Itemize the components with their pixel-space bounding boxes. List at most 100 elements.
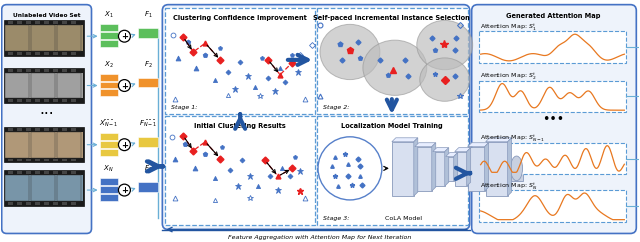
Bar: [486, 142, 508, 196]
Text: Attention Map: $S_N^t$: Attention Map: $S_N^t$: [479, 181, 537, 192]
Bar: [44, 69, 49, 72]
Bar: [26, 171, 31, 174]
Text: ...: ...: [102, 110, 115, 123]
Ellipse shape: [363, 40, 427, 95]
Polygon shape: [454, 148, 470, 151]
Bar: [31, 175, 54, 201]
Bar: [445, 157, 454, 181]
Bar: [61, 99, 67, 102]
Bar: [17, 69, 22, 72]
Bar: [26, 21, 31, 24]
Bar: [138, 28, 158, 38]
Polygon shape: [432, 143, 436, 191]
Text: Attention Map: $S_2^t$: Attention Map: $S_2^t$: [479, 72, 536, 82]
Bar: [8, 202, 13, 205]
Text: +: +: [121, 82, 128, 91]
Bar: [17, 202, 22, 205]
Bar: [26, 69, 31, 72]
Polygon shape: [433, 148, 449, 151]
Bar: [26, 159, 31, 161]
Text: Clustering Confidence Improvement: Clustering Confidence Improvement: [173, 15, 307, 21]
Bar: [100, 90, 118, 96]
Bar: [165, 8, 315, 114]
Bar: [8, 69, 13, 72]
Bar: [61, 159, 67, 161]
Bar: [52, 159, 58, 161]
Bar: [100, 178, 118, 185]
FancyBboxPatch shape: [163, 5, 470, 229]
Bar: [479, 143, 627, 174]
Ellipse shape: [417, 20, 473, 70]
Ellipse shape: [420, 58, 470, 101]
Bar: [35, 159, 40, 161]
Bar: [479, 81, 627, 112]
Text: Unlabeled Video Set: Unlabeled Video Set: [13, 13, 81, 17]
Text: Self-paced Incremental Instance Selection: Self-paced Incremental Instance Selectio…: [314, 15, 470, 21]
Bar: [56, 175, 81, 201]
Bar: [52, 202, 58, 205]
Bar: [44, 171, 49, 174]
Text: Attention Map: $S_1^t$: Attention Map: $S_1^t$: [479, 23, 536, 33]
Bar: [4, 132, 83, 158]
Bar: [35, 202, 40, 205]
Bar: [52, 21, 58, 24]
Bar: [31, 132, 54, 158]
Bar: [61, 171, 67, 174]
Bar: [70, 171, 76, 174]
Bar: [100, 24, 118, 31]
Bar: [70, 99, 76, 102]
Bar: [35, 52, 40, 55]
Bar: [70, 202, 76, 205]
Ellipse shape: [511, 156, 522, 181]
Text: Stage 2:: Stage 2:: [323, 105, 349, 110]
Bar: [44, 99, 49, 102]
Bar: [44, 159, 49, 161]
Circle shape: [118, 30, 131, 42]
Bar: [26, 202, 31, 205]
Bar: [392, 142, 414, 196]
Bar: [26, 99, 31, 102]
Text: $F_2$: $F_2$: [144, 60, 153, 70]
Bar: [56, 73, 81, 98]
Bar: [8, 99, 13, 102]
Bar: [35, 99, 40, 102]
Bar: [100, 74, 118, 81]
Bar: [8, 52, 13, 55]
Text: $F_1$: $F_1$: [144, 10, 153, 20]
Bar: [100, 40, 118, 47]
Bar: [61, 69, 67, 72]
Bar: [100, 141, 118, 148]
Bar: [138, 137, 158, 147]
Bar: [17, 128, 22, 131]
Bar: [56, 132, 81, 158]
Polygon shape: [468, 143, 488, 147]
Bar: [70, 159, 76, 161]
Text: •••: •••: [543, 113, 564, 126]
Bar: [415, 147, 432, 191]
Text: $X_2$: $X_2$: [104, 60, 113, 70]
Polygon shape: [392, 138, 418, 142]
Text: +: +: [121, 32, 128, 41]
Bar: [52, 128, 58, 131]
Text: +: +: [121, 186, 128, 195]
Bar: [100, 194, 118, 201]
Circle shape: [118, 80, 131, 91]
Polygon shape: [467, 148, 470, 186]
Bar: [100, 186, 118, 193]
Circle shape: [118, 184, 131, 196]
Bar: [35, 171, 40, 174]
Bar: [454, 151, 467, 186]
Bar: [317, 116, 468, 225]
Bar: [100, 82, 118, 89]
Text: $F_{N-1}$: $F_{N-1}$: [140, 119, 157, 129]
Polygon shape: [414, 138, 418, 196]
Bar: [44, 128, 49, 131]
Bar: [165, 116, 315, 225]
Bar: [26, 128, 31, 131]
Bar: [4, 175, 83, 201]
Bar: [35, 69, 40, 72]
Bar: [511, 156, 522, 181]
Text: +: +: [121, 141, 128, 150]
Text: Stage 3:: Stage 3:: [323, 216, 349, 221]
Bar: [17, 52, 22, 55]
